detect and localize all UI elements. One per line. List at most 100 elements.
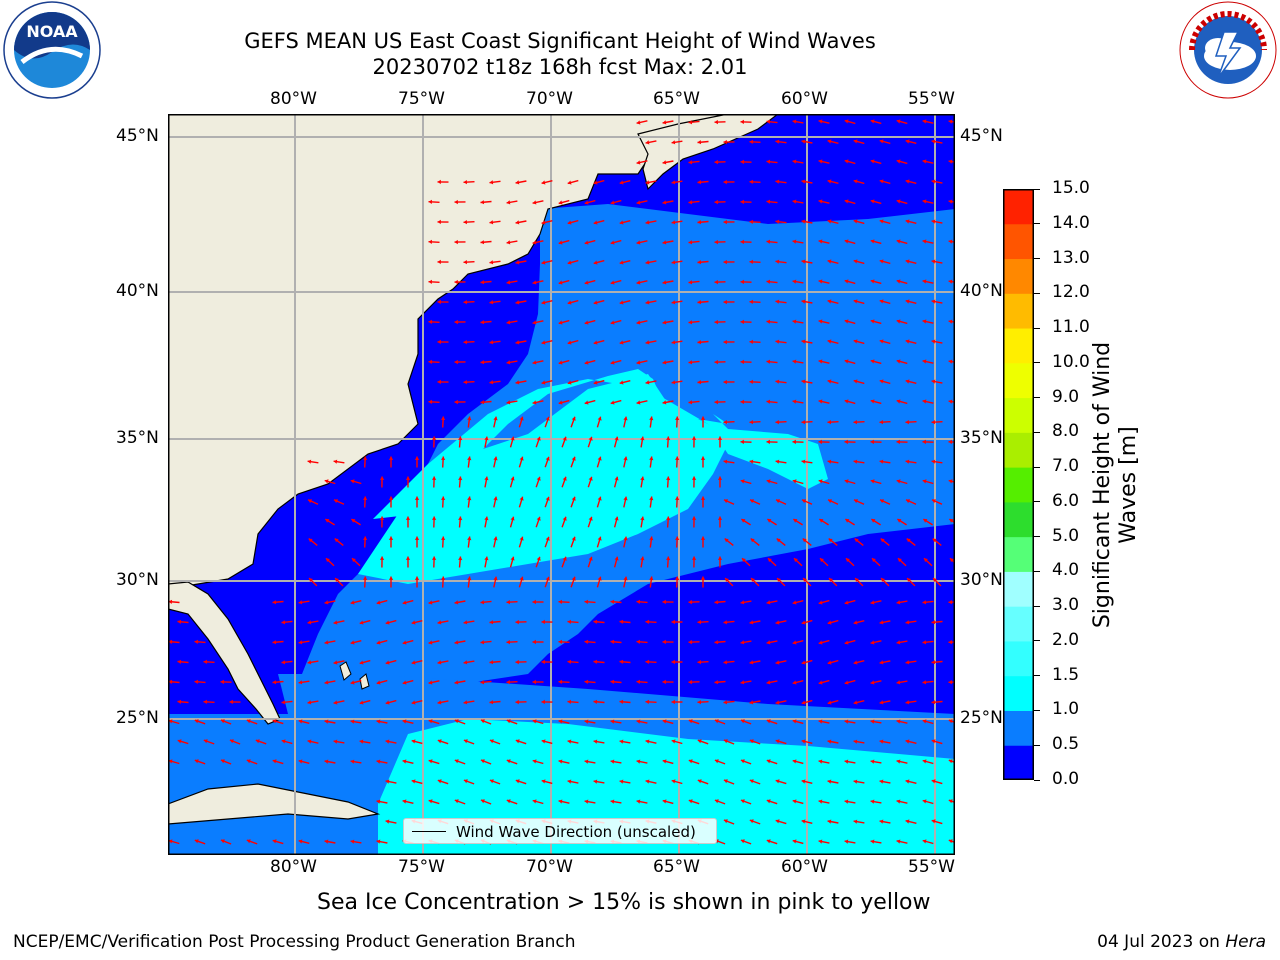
wave-direction-arrowhead bbox=[324, 759, 329, 764]
wave-direction-arrowhead bbox=[463, 620, 468, 625]
wave-direction-arrowhead bbox=[194, 679, 198, 684]
colorbar-tick-mark bbox=[1034, 570, 1040, 572]
wave-direction-arrowhead bbox=[584, 320, 589, 325]
wave-direction-arrowhead bbox=[610, 759, 615, 764]
wave-direction-arrowhead bbox=[558, 200, 563, 205]
wave-direction-arrowhead bbox=[820, 558, 824, 563]
wave-direction-arrowhead bbox=[749, 660, 754, 665]
wave-direction-arrowhead bbox=[688, 400, 693, 405]
wave-direction-arrowhead bbox=[506, 400, 511, 405]
wave-direction-arrowhead bbox=[931, 379, 936, 384]
wave-direction-arrowhead bbox=[827, 299, 832, 304]
wave-direction-arrowhead bbox=[766, 600, 771, 605]
wave-direction-arrowhead bbox=[723, 660, 728, 665]
wave-direction-arrowhead bbox=[437, 299, 441, 305]
wave-direction-arrowhead bbox=[896, 799, 901, 804]
wave-direction-arrowhead bbox=[844, 640, 849, 645]
wave-direction-arrowhead bbox=[428, 279, 432, 284]
wave-direction-arrowhead bbox=[379, 476, 385, 480]
wave-direction-arrowhead bbox=[922, 640, 927, 645]
wave-direction-arrowhead bbox=[853, 620, 858, 625]
wave-direction-arrowhead bbox=[827, 819, 832, 824]
wave-direction-arrowhead bbox=[766, 640, 771, 645]
wave-direction-arrowhead bbox=[558, 799, 563, 804]
wave-direction-arrowhead bbox=[480, 360, 485, 365]
wave-direction-arrowhead bbox=[896, 640, 901, 645]
lat-label-right-35n: 35°N bbox=[960, 428, 1003, 448]
wave-direction-arrowhead bbox=[610, 599, 615, 604]
wave-direction-arrowhead bbox=[896, 719, 901, 724]
wave-direction-arrowhead bbox=[671, 340, 676, 345]
wave-direction-arrowhead bbox=[298, 600, 303, 605]
wave-direction-arrowhead bbox=[905, 179, 910, 184]
wave-direction-arrowhead bbox=[388, 536, 394, 540]
wave-direction-arrowhead bbox=[749, 139, 753, 144]
wave-direction-arrowhead bbox=[454, 239, 458, 245]
colorbar-tick-mark bbox=[1034, 536, 1040, 538]
colorbar-label-line2: Waves [m] bbox=[1116, 426, 1141, 544]
wave-direction-arrowhead bbox=[688, 280, 693, 285]
wave-direction-arrowhead bbox=[897, 519, 902, 523]
wave-direction-arrowhead bbox=[246, 759, 251, 764]
wave-direction-arrowhead bbox=[688, 160, 693, 165]
wave-direction-arrowhead bbox=[428, 239, 432, 244]
colorbar-frame bbox=[1003, 189, 1034, 780]
wave-direction-arrowhead bbox=[714, 600, 719, 605]
wave-direction-arrowhead bbox=[532, 759, 537, 764]
wave-direction-arrowhead bbox=[588, 476, 593, 481]
lat-label-left-45n: 45°N bbox=[116, 126, 159, 146]
wave-direction-arrowhead bbox=[402, 719, 407, 724]
wave-direction-arrowhead bbox=[870, 640, 875, 645]
wave-direction-arrowhead bbox=[879, 339, 884, 344]
wave-direction-arrowhead bbox=[203, 739, 208, 744]
wave-direction-arrowhead bbox=[922, 600, 927, 605]
wave-direction-arrowhead bbox=[879, 620, 884, 625]
wave-direction-arrowhead bbox=[792, 719, 797, 724]
wave-direction-arrowhead bbox=[640, 516, 645, 521]
wave-direction-arrowhead bbox=[671, 220, 676, 225]
wave-direction-arrowhead bbox=[922, 759, 927, 764]
wave-direction-arrowhead bbox=[431, 476, 437, 480]
wave-direction-arrowhead bbox=[818, 719, 823, 724]
map-frame bbox=[168, 114, 955, 855]
lon-label-top-65w: 65°W bbox=[653, 89, 700, 109]
wave-direction-arrowhead bbox=[775, 779, 780, 784]
wave-direction-arrowhead bbox=[662, 599, 666, 605]
wave-direction-arrowhead bbox=[532, 799, 537, 804]
wave-direction-arrowhead bbox=[818, 799, 823, 804]
colorbar-swatch bbox=[1003, 571, 1034, 607]
wave-direction-arrowhead bbox=[350, 719, 355, 724]
wave-direction-arrowhead bbox=[827, 739, 832, 744]
wave-direction-arrowhead bbox=[493, 576, 498, 581]
wave-direction-arrowhead bbox=[870, 479, 875, 484]
wave-direction-arrowhead bbox=[458, 476, 463, 481]
wave-direction-arrowhead bbox=[593, 619, 598, 624]
wave-direction-arrowhead bbox=[879, 660, 884, 665]
colorbar-tick-label: 13.0 bbox=[1052, 247, 1090, 268]
wave-direction-arrowhead bbox=[177, 739, 182, 744]
wave-direction-arrowhead bbox=[350, 680, 355, 685]
wave-direction-arrowhead bbox=[645, 699, 649, 704]
wave-direction-arrowhead bbox=[428, 199, 432, 204]
wave-direction-arrowhead bbox=[593, 659, 598, 664]
wave-direction-arrowhead bbox=[879, 739, 884, 744]
wave-direction-arrowhead bbox=[428, 359, 432, 364]
wave-direction-arrowhead bbox=[697, 220, 702, 225]
wave-direction-arrowhead bbox=[571, 536, 576, 541]
wave-direction-arrowhead bbox=[458, 516, 463, 521]
lon-label-bottom-55w: 55°W bbox=[908, 857, 955, 877]
wave-direction-arrowhead bbox=[792, 239, 797, 244]
wave-direction-arrowhead bbox=[740, 759, 745, 764]
wave-direction-arrowhead bbox=[515, 699, 519, 705]
land-nova-scotia bbox=[637, 114, 779, 191]
colorbar-tick-mark bbox=[1034, 501, 1040, 503]
wave-direction-arrowhead bbox=[428, 319, 432, 324]
wave-direction-arrowhead bbox=[536, 476, 541, 481]
wave-direction-arrowhead bbox=[671, 260, 676, 265]
wave-direction-arrowhead bbox=[662, 679, 666, 685]
wave-direction-arrowhead bbox=[801, 179, 806, 184]
wave-direction-arrowhead bbox=[749, 819, 754, 824]
wave-direction-arrowhead bbox=[363, 576, 368, 580]
colorbar-tick-mark bbox=[1034, 362, 1040, 364]
wave-direction-arrowhead bbox=[619, 220, 624, 225]
